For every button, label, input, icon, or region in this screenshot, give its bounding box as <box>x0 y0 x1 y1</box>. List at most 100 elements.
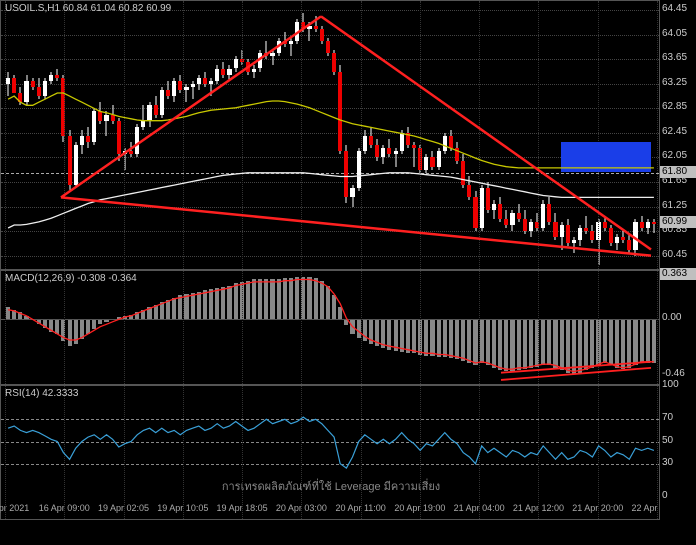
macd-bar <box>449 319 453 358</box>
macd-bar <box>443 319 447 357</box>
macd-bar <box>86 319 90 334</box>
macd-bar <box>227 286 231 320</box>
price-tick: 62.05 <box>662 151 687 161</box>
macd-bar <box>160 302 164 319</box>
rsi-tick: 0 <box>662 491 668 501</box>
macd-bar <box>560 319 564 370</box>
rsi-tick: 50 <box>662 436 673 446</box>
macd-bar <box>68 319 72 346</box>
macd-bar <box>289 278 293 319</box>
price-tick: 60.45 <box>662 250 687 260</box>
price-tick: 61.25 <box>662 201 687 211</box>
macd-bar <box>55 319 59 334</box>
macd-bar <box>486 319 490 365</box>
macd-bar <box>277 279 281 319</box>
macd-panel[interactable]: MACD(12,26,9) -0.308 -0.364 <box>0 270 660 385</box>
macd-bar <box>203 290 207 319</box>
macd-tick: -0.46 <box>662 369 685 379</box>
macd-bar <box>135 312 139 319</box>
macd-bar <box>498 319 502 370</box>
rsi-panel[interactable]: RSI(14) 42.3333 การเทรดผลิตภัณฑ์ที่ใช้ L… <box>0 385 660 520</box>
macd-bar <box>480 319 484 363</box>
macd-bar <box>437 319 441 357</box>
macd-bar <box>80 319 84 338</box>
macd-tick: 0.363 <box>660 268 696 280</box>
macd-bar <box>332 295 336 319</box>
macd-label: MACD(12,26,9) -0.308 -0.364 <box>5 273 137 284</box>
macd-bar <box>627 319 631 367</box>
macd-bar <box>375 319 379 346</box>
macd-bar <box>141 310 145 320</box>
x-axis-time: 16 Apr 202116 Apr 09:0019 Apr 02:0519 Ap… <box>1 495 661 519</box>
macd-bar <box>172 298 176 320</box>
rsi-level <box>1 464 659 465</box>
macd-bar <box>338 307 342 319</box>
rsi-level <box>1 442 659 443</box>
macd-bar <box>18 312 22 319</box>
macd-bar <box>541 319 545 365</box>
macd-bar <box>400 319 404 352</box>
macd-bar <box>49 319 53 331</box>
macd-bar <box>147 307 151 319</box>
macd-bar <box>369 319 373 343</box>
macd-bar <box>6 307 10 319</box>
macd-bar <box>215 288 219 319</box>
macd-bar <box>504 319 508 371</box>
macd-bar <box>652 319 656 363</box>
current-price-label: 60.99 <box>660 216 696 228</box>
supply-zone-rect <box>561 142 651 171</box>
macd-bar <box>572 319 576 373</box>
macd-bar <box>603 319 607 363</box>
macd-bar <box>584 319 588 370</box>
macd-bar <box>578 319 582 372</box>
macd-bar <box>566 319 570 372</box>
symbol-label: USOIL.S,H1 60.84 61.04 60.82 60.99 <box>5 3 171 14</box>
macd-bar <box>350 319 354 334</box>
macd-bar <box>178 295 182 319</box>
warning-text: การเทรดผลิตภัณฑ์ที่ใช้ Leverage มีความเส… <box>1 477 661 495</box>
macd-bar <box>461 319 465 360</box>
macd-bar <box>529 319 533 367</box>
macd-bar <box>258 279 262 319</box>
price-tick: 63.65 <box>662 53 687 63</box>
macd-bar <box>381 319 385 348</box>
macd-bar <box>510 319 514 371</box>
macd-bar <box>621 319 625 369</box>
macd-bar <box>492 319 496 367</box>
price-tick: 62.45 <box>662 127 687 137</box>
macd-bar <box>295 277 299 319</box>
macd-bar <box>590 319 594 367</box>
rsi-tick: 30 <box>662 458 673 468</box>
macd-bar <box>184 294 188 319</box>
y-axis-price: 64.4564.0563.6563.2562.8562.4562.0561.65… <box>660 0 696 270</box>
macd-bar <box>517 319 521 370</box>
macd-bar <box>455 319 459 359</box>
macd-bar <box>43 319 47 327</box>
macd-bar <box>430 319 434 355</box>
rsi-tick: 70 <box>662 413 673 423</box>
macd-bar <box>246 281 250 320</box>
macd-bar <box>270 279 274 319</box>
rsi-level <box>1 419 659 420</box>
macd-bar <box>74 319 78 343</box>
macd-bar <box>523 319 527 369</box>
macd-bar <box>646 319 650 363</box>
macd-bar <box>197 292 201 320</box>
macd-bar <box>191 293 195 320</box>
y-axis-rsi: 1007050300 <box>660 385 696 520</box>
macd-bar <box>264 279 268 319</box>
price-panel[interactable]: USOIL.S,H1 60.84 61.04 60.82 60.99 <box>0 0 660 270</box>
macd-bar <box>154 305 158 320</box>
macd-bar <box>640 319 644 363</box>
price-tick: 64.45 <box>662 4 687 14</box>
price-tick: 64.05 <box>662 29 687 39</box>
macd-tick: 0.00 <box>662 313 681 323</box>
macd-bar <box>553 319 557 367</box>
macd-bar <box>221 287 225 320</box>
macd-bar <box>307 277 311 319</box>
macd-bar <box>166 300 170 319</box>
macd-bar <box>615 319 619 367</box>
trading-chart[interactable]: USOIL.S,H1 60.84 61.04 60.82 60.99 64.45… <box>0 0 696 545</box>
macd-bar <box>314 278 318 319</box>
macd-bar <box>387 319 391 349</box>
